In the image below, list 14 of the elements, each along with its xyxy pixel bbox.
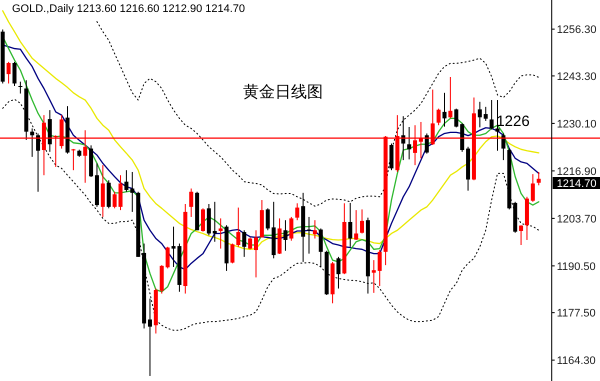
line-series — [96, 21, 540, 207]
y-tick-label: 1164.30 — [556, 355, 596, 368]
ref-line-label: 1226 — [496, 113, 530, 130]
y-tick-label: 1243.30 — [556, 70, 596, 83]
line-series — [2, 98, 540, 331]
text: 黄金日线图 — [243, 83, 323, 101]
y-tick-label: 1177.50 — [556, 308, 596, 320]
y-tick-label: 1190.50 — [556, 260, 596, 273]
text: 1214.70 — [556, 178, 596, 190]
y-tick-label: 1216.90 — [556, 166, 596, 178]
y-tick-label: 1230.10 — [556, 118, 596, 130]
y-tick-label: 1203.70 — [556, 213, 596, 226]
y-tick-label: 1256.30 — [556, 24, 596, 36]
annotation: GOLD.,Daily 1213.60 1216.60 1212.90 1214.70 — [12, 3, 246, 15]
